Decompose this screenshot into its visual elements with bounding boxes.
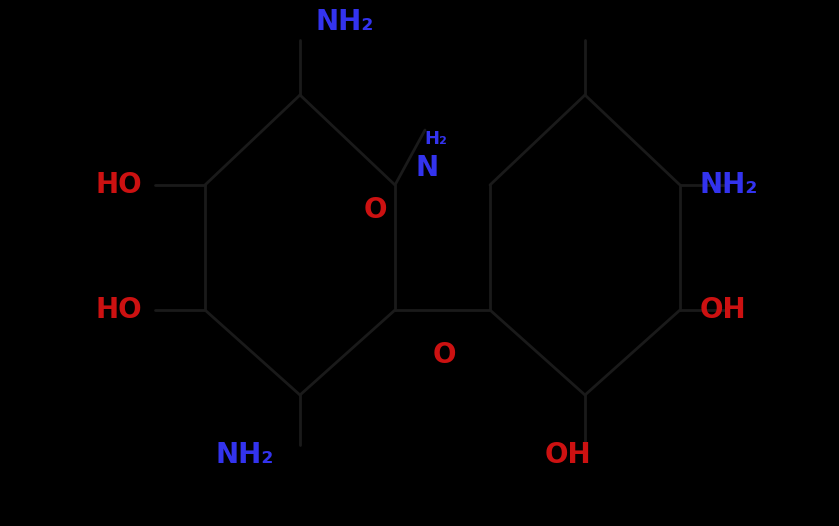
Text: N: N bbox=[416, 154, 439, 182]
Text: OH: OH bbox=[700, 296, 747, 324]
Text: NH₂: NH₂ bbox=[316, 8, 374, 36]
Text: H₂: H₂ bbox=[424, 130, 447, 148]
Text: O: O bbox=[363, 196, 387, 224]
Text: NH₂: NH₂ bbox=[700, 171, 758, 199]
Text: HO: HO bbox=[95, 296, 142, 324]
Text: O: O bbox=[432, 341, 456, 369]
Text: OH: OH bbox=[545, 441, 591, 469]
Text: HO: HO bbox=[95, 171, 142, 199]
Text: NH₂: NH₂ bbox=[215, 441, 274, 469]
